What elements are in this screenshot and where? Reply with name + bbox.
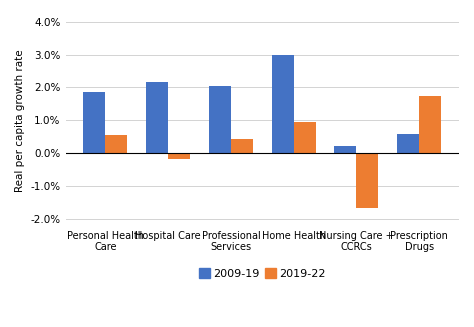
Legend: 2009-19, 2019-22: 2009-19, 2019-22 [194, 264, 330, 283]
Bar [335, 146, 356, 153]
Bar [209, 86, 231, 153]
Bar [272, 55, 294, 153]
Bar [397, 134, 419, 153]
Bar [419, 96, 441, 153]
Y-axis label: Real per capita growth rate: Real per capita growth rate [15, 49, 25, 192]
Bar [105, 135, 128, 153]
Bar [168, 153, 190, 159]
Bar [231, 139, 253, 153]
Bar [146, 82, 168, 153]
Bar [294, 122, 316, 153]
Bar [83, 92, 105, 153]
Bar [356, 153, 378, 208]
